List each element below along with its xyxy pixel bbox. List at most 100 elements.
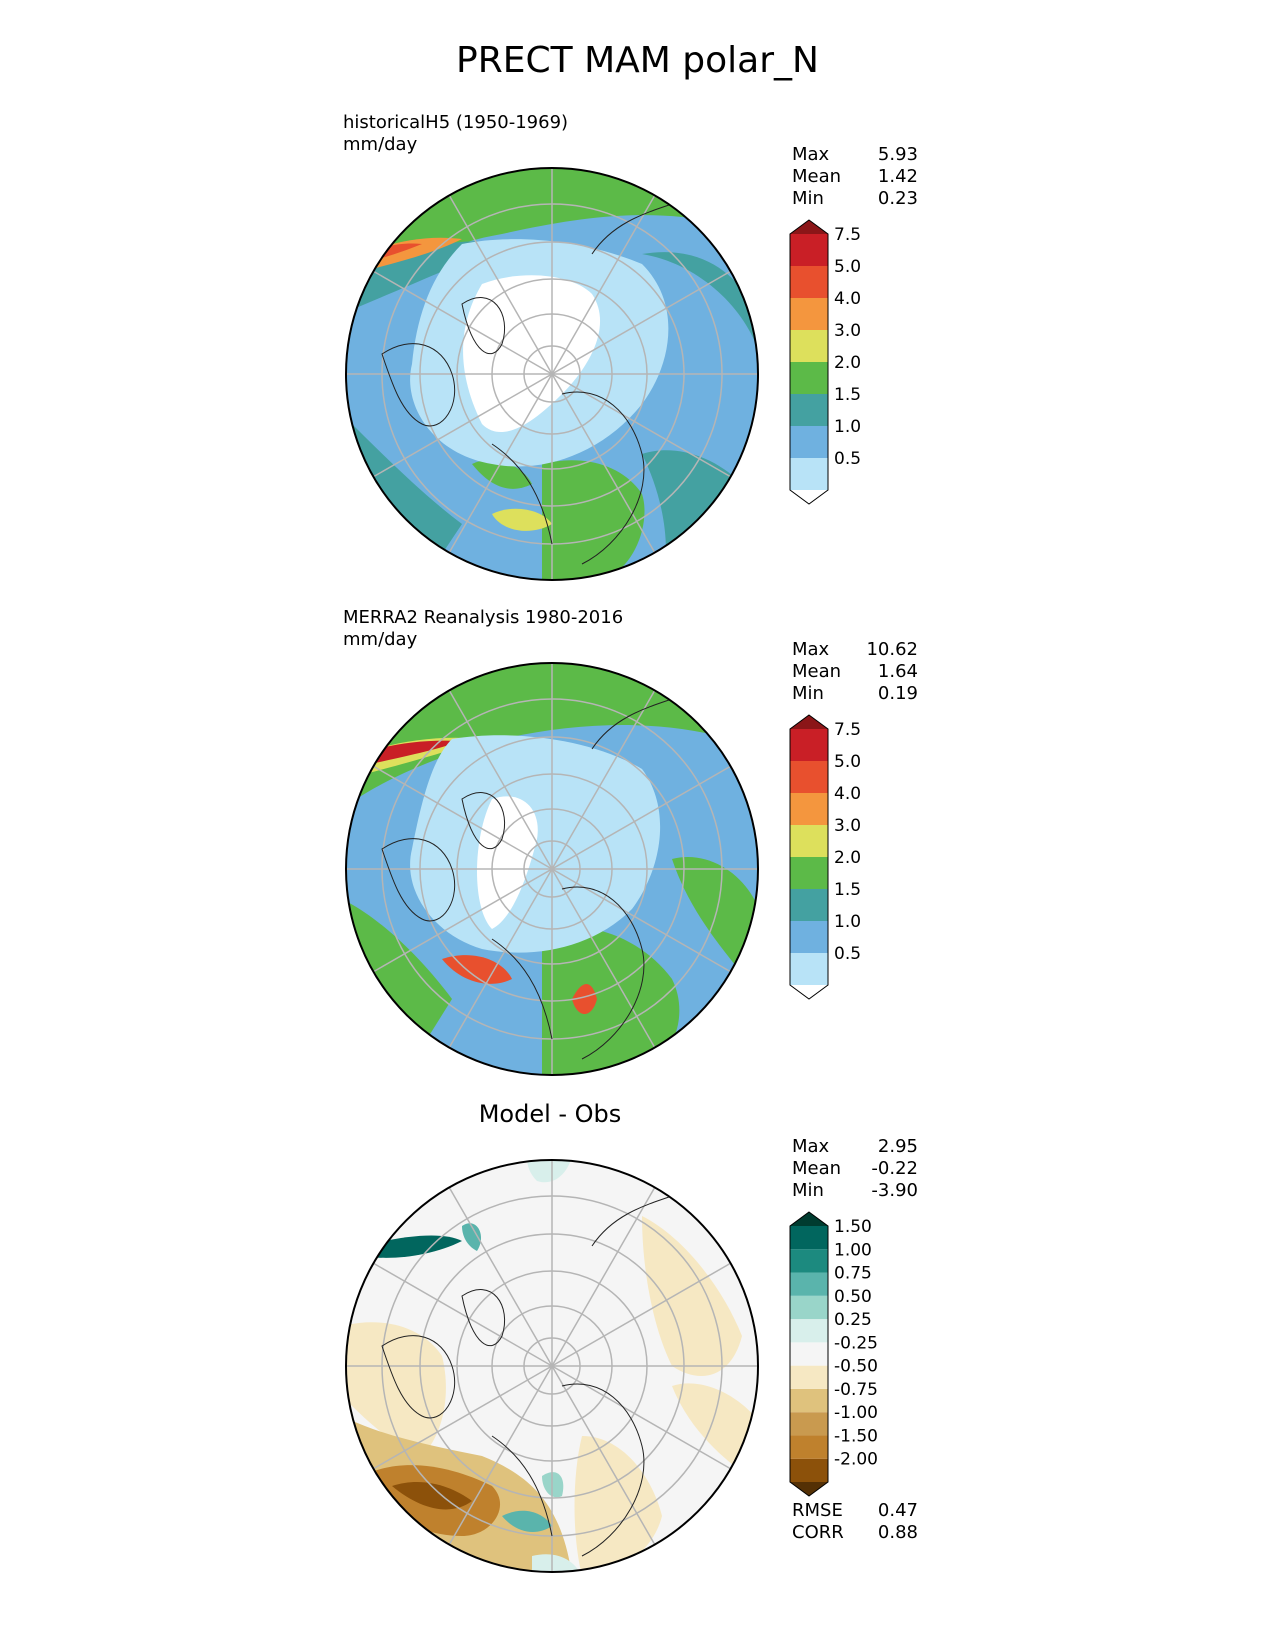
polar-map	[345, 1159, 759, 1573]
colorbar-segment	[790, 1342, 828, 1366]
stat-mean-value: 1.42	[877, 166, 918, 187]
stat-min-label: Min	[792, 1180, 824, 1201]
metric-corr-value: 0.88	[877, 1522, 918, 1543]
colorbar-segment	[790, 1458, 828, 1482]
colorbar-segment	[790, 889, 828, 921]
stat-max-label: Max	[792, 144, 830, 165]
colorbar-tick-label: 2.00	[834, 1210, 872, 1214]
stat-mean-value: -0.22	[871, 1158, 918, 1179]
colorbar-segment	[790, 953, 828, 985]
colorbar-extend-high	[790, 715, 828, 729]
colorbar-segment	[790, 793, 828, 825]
colorbar-segment	[790, 761, 828, 793]
colorbar-tick-label: 1.0	[834, 912, 861, 932]
colorbar-segment	[790, 1365, 828, 1389]
colorbar-tick-label: 1.5	[834, 880, 861, 900]
colorbar-tick-label: 4.0	[834, 289, 861, 309]
panel-units: mm/day	[343, 134, 418, 155]
colorbar-segment	[790, 921, 828, 953]
colorbar-tick-label: 0.75	[834, 1264, 872, 1284]
colorbar-tick-label: -0.75	[834, 1380, 878, 1400]
colorbar-segment	[790, 1319, 828, 1343]
colorbar-segment	[790, 330, 828, 362]
colorbar-segment	[790, 825, 828, 857]
colorbar-tick-label: 0.5	[834, 449, 861, 469]
figure-title: PRECT MAM polar_N	[456, 40, 819, 81]
colorbar: -2.00 -1.50 -1.00 -0.75 -0.50 -0.25 0.25 0.50 0.…	[789, 1210, 878, 1497]
colorbar-extend-high	[790, 1212, 828, 1226]
colorbar-segment	[790, 1295, 828, 1320]
colorbar-outline	[789, 219, 829, 505]
panel-title: Model - Obs	[478, 1100, 622, 1128]
polar-map	[345, 662, 759, 1076]
stat-max-label: Max	[792, 639, 830, 660]
stat-min-label: Min	[792, 683, 824, 704]
colorbar-tick-label: 1.5	[834, 385, 861, 405]
colorbar-tick-label: 4.0	[834, 784, 861, 804]
panel-obs: MERRA2 Reanalysis 1980-2016 mm/day	[0, 603, 1275, 1093]
colorbar-extend-low	[790, 1482, 828, 1496]
colorbar-extend-high	[790, 220, 828, 234]
colorbar-segment	[790, 458, 828, 490]
panel-model: historicalH5 (1950-1969) mm/day	[0, 108, 1275, 598]
colorbar-tick-label: -0.25	[834, 1333, 878, 1353]
stats-box: Max 10.62 Mean 1.64 Min 0.19	[792, 639, 918, 705]
colorbar-segment	[790, 362, 828, 394]
colorbar-tick-label: -1.00	[834, 1403, 878, 1423]
colorbar-outline	[789, 1211, 829, 1497]
colorbar: 0.51.01.52.03.04.05.07.510.0	[789, 219, 861, 505]
colorbar-tick-label: -2.00	[834, 1450, 878, 1470]
stat-min-label: Min	[792, 188, 824, 209]
metrics-box: RMSE 0.47 CORR 0.88	[792, 1500, 918, 1544]
stat-max-value: 10.62	[866, 639, 918, 660]
colorbar-segment	[790, 298, 828, 330]
colorbar-tick-label: 2.0	[834, 353, 861, 373]
panel-label: historicalH5 (1950-1969)	[343, 112, 569, 133]
colorbar-outline	[789, 714, 829, 1000]
colorbar-tick-label: -1.50	[834, 1426, 878, 1446]
colorbar-tick-label: 7.5	[834, 720, 861, 740]
colorbar-tick-label: 5.0	[834, 752, 861, 772]
stats-box: Max 2.95 Mean -0.22 Min -3.90	[792, 1136, 918, 1202]
stat-min-value: 0.23	[877, 188, 918, 209]
colorbar-extend-low	[790, 985, 828, 999]
colorbar-segment	[790, 1435, 828, 1459]
colorbar-segment	[790, 857, 828, 889]
metric-rmse-value: 0.47	[877, 1500, 918, 1521]
colorbar-segment	[790, 234, 828, 266]
colorbar-extend-low	[790, 490, 828, 504]
colorbar-tick-label: 1.50	[834, 1217, 872, 1237]
colorbar-tick-label: 7.5	[834, 225, 861, 245]
stat-mean-value: 1.64	[877, 661, 918, 682]
stat-max-value: 2.95	[877, 1136, 918, 1157]
stat-mean-label: Mean	[792, 661, 842, 682]
colorbar-tick-label: 3.0	[834, 321, 861, 341]
colorbar-tick-label: 3.0	[834, 816, 861, 836]
colorbar-tick-label: -0.50	[834, 1357, 878, 1377]
polar-map	[345, 167, 759, 581]
colorbar-tick-label: 0.50	[834, 1287, 872, 1307]
stat-mean-label: Mean	[792, 166, 842, 187]
colorbar-segment	[790, 426, 828, 458]
metric-corr-label: CORR	[792, 1522, 844, 1543]
colorbar-segment	[790, 1272, 828, 1296]
colorbar-segment	[790, 1388, 828, 1413]
colorbar-tick-label: 2.0	[834, 848, 861, 868]
stat-mean-label: Mean	[792, 1158, 842, 1179]
stat-max-value: 5.93	[877, 144, 918, 165]
colorbar-tick-label: 0.25	[834, 1310, 872, 1330]
colorbar-tick-label: 1.00	[834, 1240, 872, 1260]
panel-diff: Model - Obs	[0, 1100, 1275, 1590]
colorbar-segment	[790, 1226, 828, 1250]
colorbar-segment	[790, 1249, 828, 1273]
colorbar-segment	[790, 394, 828, 426]
colorbar: 0.51.01.52.03.04.05.07.510.0	[789, 714, 861, 1000]
stat-max-label: Max	[792, 1136, 830, 1157]
metric-rmse-label: RMSE	[792, 1500, 843, 1521]
panel-units: mm/day	[343, 629, 418, 650]
stats-box: Max 5.93 Mean 1.42 Min 0.23	[792, 144, 918, 210]
panel-label: MERRA2 Reanalysis 1980-2016	[343, 607, 624, 628]
colorbar-segment	[790, 1412, 828, 1436]
stat-min-value: 0.19	[877, 683, 918, 704]
colorbar-tick-label: 1.0	[834, 417, 861, 437]
